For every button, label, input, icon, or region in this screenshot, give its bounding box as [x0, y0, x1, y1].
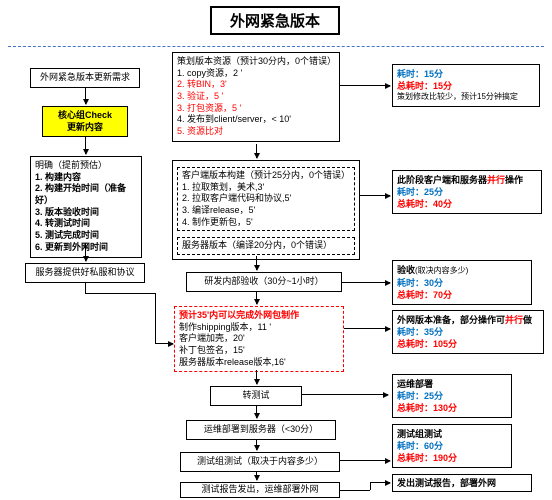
clarify-item: 3. 版本验收时间 [35, 207, 137, 219]
box-to-test: 转测试 [210, 386, 302, 406]
clarify-item: 6. 更新到外网时间 [35, 242, 137, 254]
note-extra: 策划修改比较少，预计15分钟搞定 [397, 92, 535, 103]
pack-item: 服务器版本release版本,16' [179, 357, 339, 369]
check-line2: 更新内容 [47, 122, 123, 134]
note-sub: (取决内容多少) [415, 266, 468, 275]
plan-title: 策划版本资源（预计30分内，0个错误） [177, 56, 335, 68]
client-item: 4. 制作更新包，5' [182, 217, 350, 229]
note-cost-label: 耗时：60分 [397, 441, 443, 451]
note-text: 此阶段客户端和服务器 [397, 175, 487, 185]
plan-item: 4. 发布到client/server，< 10' [177, 114, 335, 126]
box-deploy-server: 运维部署到服务器（<30分） [186, 420, 336, 440]
arrow [85, 136, 86, 154]
note-total-label: 总耗时：15分 [397, 81, 452, 91]
note-total-label: 总耗时：130分 [397, 403, 457, 413]
box-client-build: 客户端版本构建（预计25分内，0个错误） 1. 拉取策划，美术,3' 2. 拉取… [177, 167, 355, 231]
box-pack-outer: 预计35'内可以完成外网包制作 制作shipping版本，11 ' 客户端加壳，… [174, 306, 344, 372]
connector [155, 293, 156, 343]
note-title: 运维部署 [397, 378, 507, 390]
note-text-red: 并行 [487, 175, 505, 185]
note-1: 耗时：15分 总耗时：15分 策划修改比较少，预计15分钟搞定 [392, 64, 540, 107]
plan-item: 1. copy资源，2 ' [177, 68, 335, 80]
box-qa-internal: 研发内部验收（30分~1小时） [186, 272, 342, 292]
arrow [340, 460, 390, 461]
note-5: 运维部署 耗时：25分 总耗时：130分 [392, 374, 512, 418]
pack-item: 补丁包签名，15' [179, 345, 339, 357]
note-2: 此阶段客户端和服务器并行操作 耗时：25分 总耗时：40分 [392, 170, 542, 214]
box-requirement: 外网紧急版本更新需求 [30, 68, 140, 88]
connector [85, 283, 86, 293]
note-cost-label: 耗时：15分 [397, 69, 443, 79]
arrow [85, 88, 86, 104]
note-6: 测试组测试 耗时：60分 总耗时：190分 [392, 424, 512, 468]
arrow [256, 370, 257, 384]
note-title: 验收 [397, 265, 415, 275]
client-item: 3. 编译release，5' [182, 205, 350, 217]
arrow [342, 282, 390, 283]
box-server-compile: 服务器版本（编译20分内，0个错误） [177, 237, 355, 255]
connector [85, 293, 155, 294]
pack-item: 制作shipping版本，11 ' [179, 322, 339, 334]
box-plan-resource: 策划版本资源（预计30分内，0个错误） 1. copy资源，2 ' 2. 转BI… [172, 52, 340, 142]
box-core-check: 核心组Check 更新内容 [42, 106, 128, 137]
arrow [256, 256, 257, 270]
note-text: 做 [523, 315, 532, 325]
pack-item: 客户端加壳，20' [179, 333, 339, 345]
client-title: 客户端版本构建（预计25分内，0个错误） [182, 170, 350, 182]
note-text-red: 并行 [505, 315, 523, 325]
client-item: 1. 拉取策划，美术,3' [182, 182, 350, 194]
arrow [344, 328, 390, 329]
plan-item: 3. 验证，5 ' [177, 91, 335, 103]
arrow [85, 243, 86, 261]
box-server-private: 服务器提供好私服和协议 [25, 263, 145, 283]
clarify-item: 5. 测试完成时间 [35, 230, 137, 242]
note-7: 发出测试报告，部署外网 [392, 474, 532, 492]
arrow [155, 343, 173, 344]
note-cost-label: 耗时：25分 [397, 187, 443, 197]
arrow [256, 440, 257, 450]
note-cost-label: 耗时：35分 [397, 327, 443, 337]
arrow [256, 292, 257, 304]
note-total-label: 总耗时：40分 [397, 199, 452, 209]
clarify-title: 明确（提前预估） [35, 160, 137, 172]
note-3: 验收(取决内容多少) 耗时：30分 总耗时：70分 [392, 260, 532, 305]
box-test-group: 测试组测试（取决于内容多少） [180, 452, 340, 472]
arrow [370, 482, 390, 483]
arrow [340, 85, 390, 86]
note-total-label: 总耗时：70分 [397, 290, 452, 300]
note-cost-label: 耗时：25分 [397, 391, 443, 401]
plan-item: 2. 转BIN，3' [177, 79, 335, 91]
note-4: 外网版本准备，部分操作可并行做 耗时：35分 总耗时：105分 [392, 310, 544, 354]
box-clarify: 明确（提前预估） 1. 构建内容 2. 构建开始时间（准备好） 3. 版本验收时… [30, 156, 142, 258]
note-total-label: 总耗时：105分 [397, 339, 457, 349]
connector [370, 482, 371, 490]
box-client-server-group: 客户端版本构建（预计25分内，0个错误） 1. 拉取策划，美术,3' 2. 拉取… [172, 160, 360, 260]
plan-item: 3. 打包资源，5 ' [177, 103, 335, 115]
arrow [256, 144, 257, 158]
arrow [256, 406, 257, 418]
plan-item: 5. 资源比对 [177, 126, 335, 138]
client-item: 2. 拉取客户端代码和协议,5' [182, 193, 350, 205]
connector [340, 490, 370, 491]
pack-title: 预计35'内可以完成外网包制作 [179, 310, 339, 322]
note-total-label: 总耗时：190分 [397, 453, 457, 463]
note-text: 操作 [505, 175, 523, 185]
box-final-report: 测试报告发出，运维部署外网 [180, 482, 340, 498]
check-line1: 核心组Check [47, 110, 123, 122]
clarify-item: 4. 转测试时间 [35, 218, 137, 230]
arrow [302, 394, 388, 395]
arrow [256, 472, 257, 480]
note-text: 外网版本准备，部分操作可 [397, 315, 505, 325]
arrow [360, 195, 390, 196]
note-cost-label: 耗时：30分 [397, 278, 443, 288]
note-title: 测试组测试 [397, 428, 507, 440]
clarify-item: 2. 构建开始时间（准备好） [35, 183, 137, 206]
diagram-title: 外网紧急版本 [210, 6, 340, 35]
clarify-item: 1. 构建内容 [35, 172, 137, 184]
divider-dashed [8, 46, 544, 47]
